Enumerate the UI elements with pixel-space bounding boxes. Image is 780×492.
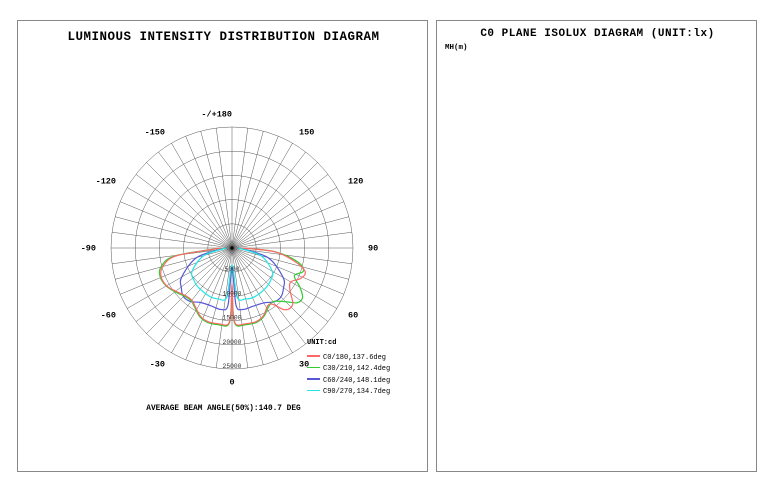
svg-text:90: 90 [368,243,378,253]
svg-text:-120: -120 [96,176,116,186]
svg-text:15000: 15000 [223,315,242,322]
svg-text:150: 150 [299,127,314,137]
svg-text:-30: -30 [150,359,165,369]
svg-text:60: 60 [348,310,358,320]
svg-text:-60: -60 [101,310,116,320]
svg-text:0: 0 [229,377,234,387]
svg-text:-/+180: -/+180 [201,109,232,119]
svg-text:120: 120 [348,176,363,186]
svg-text:-150: -150 [145,127,165,137]
svg-text:-90: -90 [81,243,96,253]
svg-text:5000: 5000 [224,266,239,273]
svg-text:20000: 20000 [223,339,242,346]
svg-text:10000: 10000 [223,290,242,297]
svg-text:25000: 25000 [223,363,242,370]
